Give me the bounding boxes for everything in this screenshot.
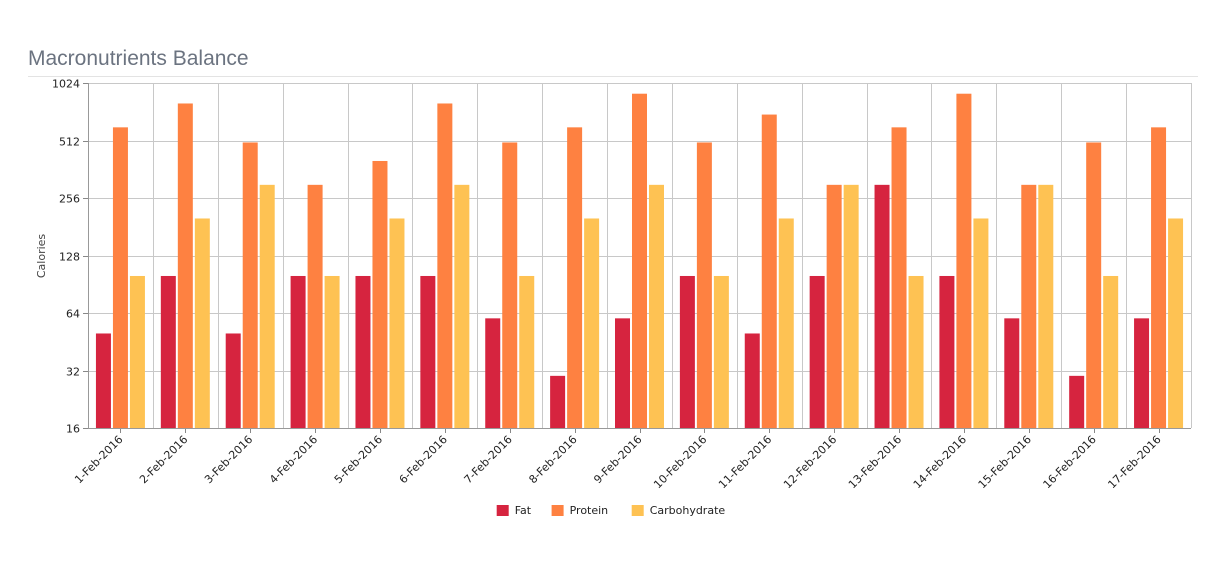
bar-fat-11[interactable] xyxy=(744,333,760,428)
y-tick-label: 256 xyxy=(59,193,80,206)
bar-fat-15[interactable] xyxy=(1004,318,1020,428)
bar-protein-9[interactable] xyxy=(632,93,647,429)
legend-swatch xyxy=(631,505,644,516)
x-tick-label: 9-Feb-2016 xyxy=(591,433,644,486)
bar-protein-10[interactable] xyxy=(696,142,712,428)
bar-carbohydrate-15[interactable] xyxy=(1038,184,1054,428)
bars xyxy=(95,93,1184,429)
legend-item-carbohydrate[interactable]: Carbohydrate xyxy=(631,504,726,517)
x-tick-label: 7-Feb-2016 xyxy=(462,433,515,486)
legend-item-protein[interactable]: Protein xyxy=(551,504,609,517)
bar-carbohydrate-1[interactable] xyxy=(129,275,145,428)
bar-carbohydrate-13[interactable] xyxy=(908,275,924,428)
x-tick-label: 13-Feb-2016 xyxy=(846,433,904,491)
x-tick-label: 6-Feb-2016 xyxy=(397,433,450,486)
bar-carbohydrate-12[interactable] xyxy=(843,184,859,428)
bar-carbohydrate-11[interactable] xyxy=(778,218,794,428)
y-tick-label: 128 xyxy=(59,251,80,264)
bar-fat-17[interactable] xyxy=(1134,318,1150,428)
bar-carbohydrate-17[interactable] xyxy=(1168,218,1184,428)
bar-fat-13[interactable] xyxy=(874,184,890,428)
x-tick-label: 16-Feb-2016 xyxy=(1041,433,1099,491)
axes xyxy=(88,83,1191,429)
legend-label: Carbohydrate xyxy=(650,504,726,517)
bar-protein-15[interactable] xyxy=(1021,184,1037,428)
bar-carbohydrate-10[interactable] xyxy=(713,275,729,428)
bar-protein-17[interactable] xyxy=(1151,127,1167,428)
y-tick-label: 16 xyxy=(66,423,80,436)
bar-fat-5[interactable] xyxy=(355,275,371,428)
bar-protein-8[interactable] xyxy=(567,127,583,428)
bar-protein-2[interactable] xyxy=(177,103,193,428)
x-tick-label: 12-Feb-2016 xyxy=(781,433,839,491)
y-tick-label: 64 xyxy=(66,308,80,321)
bar-fat-3[interactable] xyxy=(225,333,241,428)
bar-fat-1[interactable] xyxy=(95,333,111,428)
bar-protein-12[interactable] xyxy=(826,184,842,428)
title-divider xyxy=(28,76,1198,77)
bar-protein-1[interactable] xyxy=(112,127,128,428)
bar-fat-7[interactable] xyxy=(485,318,501,428)
bar-protein-7[interactable] xyxy=(502,142,518,428)
bar-fat-2[interactable] xyxy=(160,275,176,428)
bar-fat-16[interactable] xyxy=(1069,375,1085,428)
bar-protein-14[interactable] xyxy=(956,93,972,429)
x-tick-label: 17-Feb-2016 xyxy=(1105,433,1163,491)
x-tick-label: 11-Feb-2016 xyxy=(716,433,774,491)
x-tick-label: 5-Feb-2016 xyxy=(332,433,385,486)
x-tick-label: 15-Feb-2016 xyxy=(976,433,1034,491)
bar-carbohydrate-3[interactable] xyxy=(259,184,275,428)
legend-label: Protein xyxy=(570,504,609,517)
bar-fat-12[interactable] xyxy=(809,275,825,428)
bar-protein-6[interactable] xyxy=(437,103,453,428)
bar-fat-14[interactable] xyxy=(939,275,955,428)
bar-fat-8[interactable] xyxy=(550,375,566,428)
x-tick-label: 14-Feb-2016 xyxy=(911,433,969,491)
x-tick-label: 3-Feb-2016 xyxy=(202,433,255,486)
bar-carbohydrate-2[interactable] xyxy=(194,218,210,428)
legend-swatch xyxy=(551,505,564,516)
bar-fat-10[interactable] xyxy=(679,275,695,428)
y-tick-label: 512 xyxy=(59,136,80,149)
legend-item-fat[interactable]: Fat xyxy=(496,504,532,517)
bar-carbohydrate-16[interactable] xyxy=(1103,275,1119,428)
bar-protein-11[interactable] xyxy=(761,114,777,428)
bar-protein-5[interactable] xyxy=(372,160,388,429)
bar-carbohydrate-8[interactable] xyxy=(584,218,600,428)
bar-fat-9[interactable] xyxy=(615,318,630,428)
bar-carbohydrate-5[interactable] xyxy=(389,218,405,428)
bar-carbohydrate-7[interactable] xyxy=(519,275,535,428)
legend-label: Fat xyxy=(515,504,532,517)
x-axis-ticks: 1-Feb-2016 2-Feb-2016 3-Feb-2016 4-Feb-2016… xyxy=(72,428,1164,491)
bar-carbohydrate-14[interactable] xyxy=(973,218,989,428)
legend-swatch xyxy=(496,505,509,516)
bar-protein-16[interactable] xyxy=(1086,142,1102,428)
x-tick-label: 4-Feb-2016 xyxy=(267,433,320,486)
bar-protein-3[interactable] xyxy=(242,142,258,428)
bar-fat-4[interactable] xyxy=(290,275,306,428)
bar-carbohydrate-4[interactable] xyxy=(324,275,340,428)
y-tick-label: 1024 xyxy=(52,78,80,91)
x-tick-label: 2-Feb-2016 xyxy=(137,433,190,486)
x-tick-label: 1-Feb-2016 xyxy=(72,433,125,486)
bar-carbohydrate-9[interactable] xyxy=(649,184,664,428)
bar-fat-6[interactable] xyxy=(420,275,436,428)
x-tick-label: 8-Feb-2016 xyxy=(526,433,579,486)
chart-title: Macronutrients Balance xyxy=(28,47,249,70)
bar-carbohydrate-6[interactable] xyxy=(454,184,470,428)
legend: Fat Protein Carbohydrate xyxy=(496,504,726,517)
y-axis-ticks: 16 32 64 128 256 512 1024 xyxy=(52,78,88,436)
y-axis-label: Calories xyxy=(35,234,48,279)
bar-protein-4[interactable] xyxy=(307,184,323,428)
bar-protein-13[interactable] xyxy=(891,127,907,428)
x-tick-label: 10-Feb-2016 xyxy=(651,433,709,491)
y-tick-label: 32 xyxy=(66,366,80,379)
